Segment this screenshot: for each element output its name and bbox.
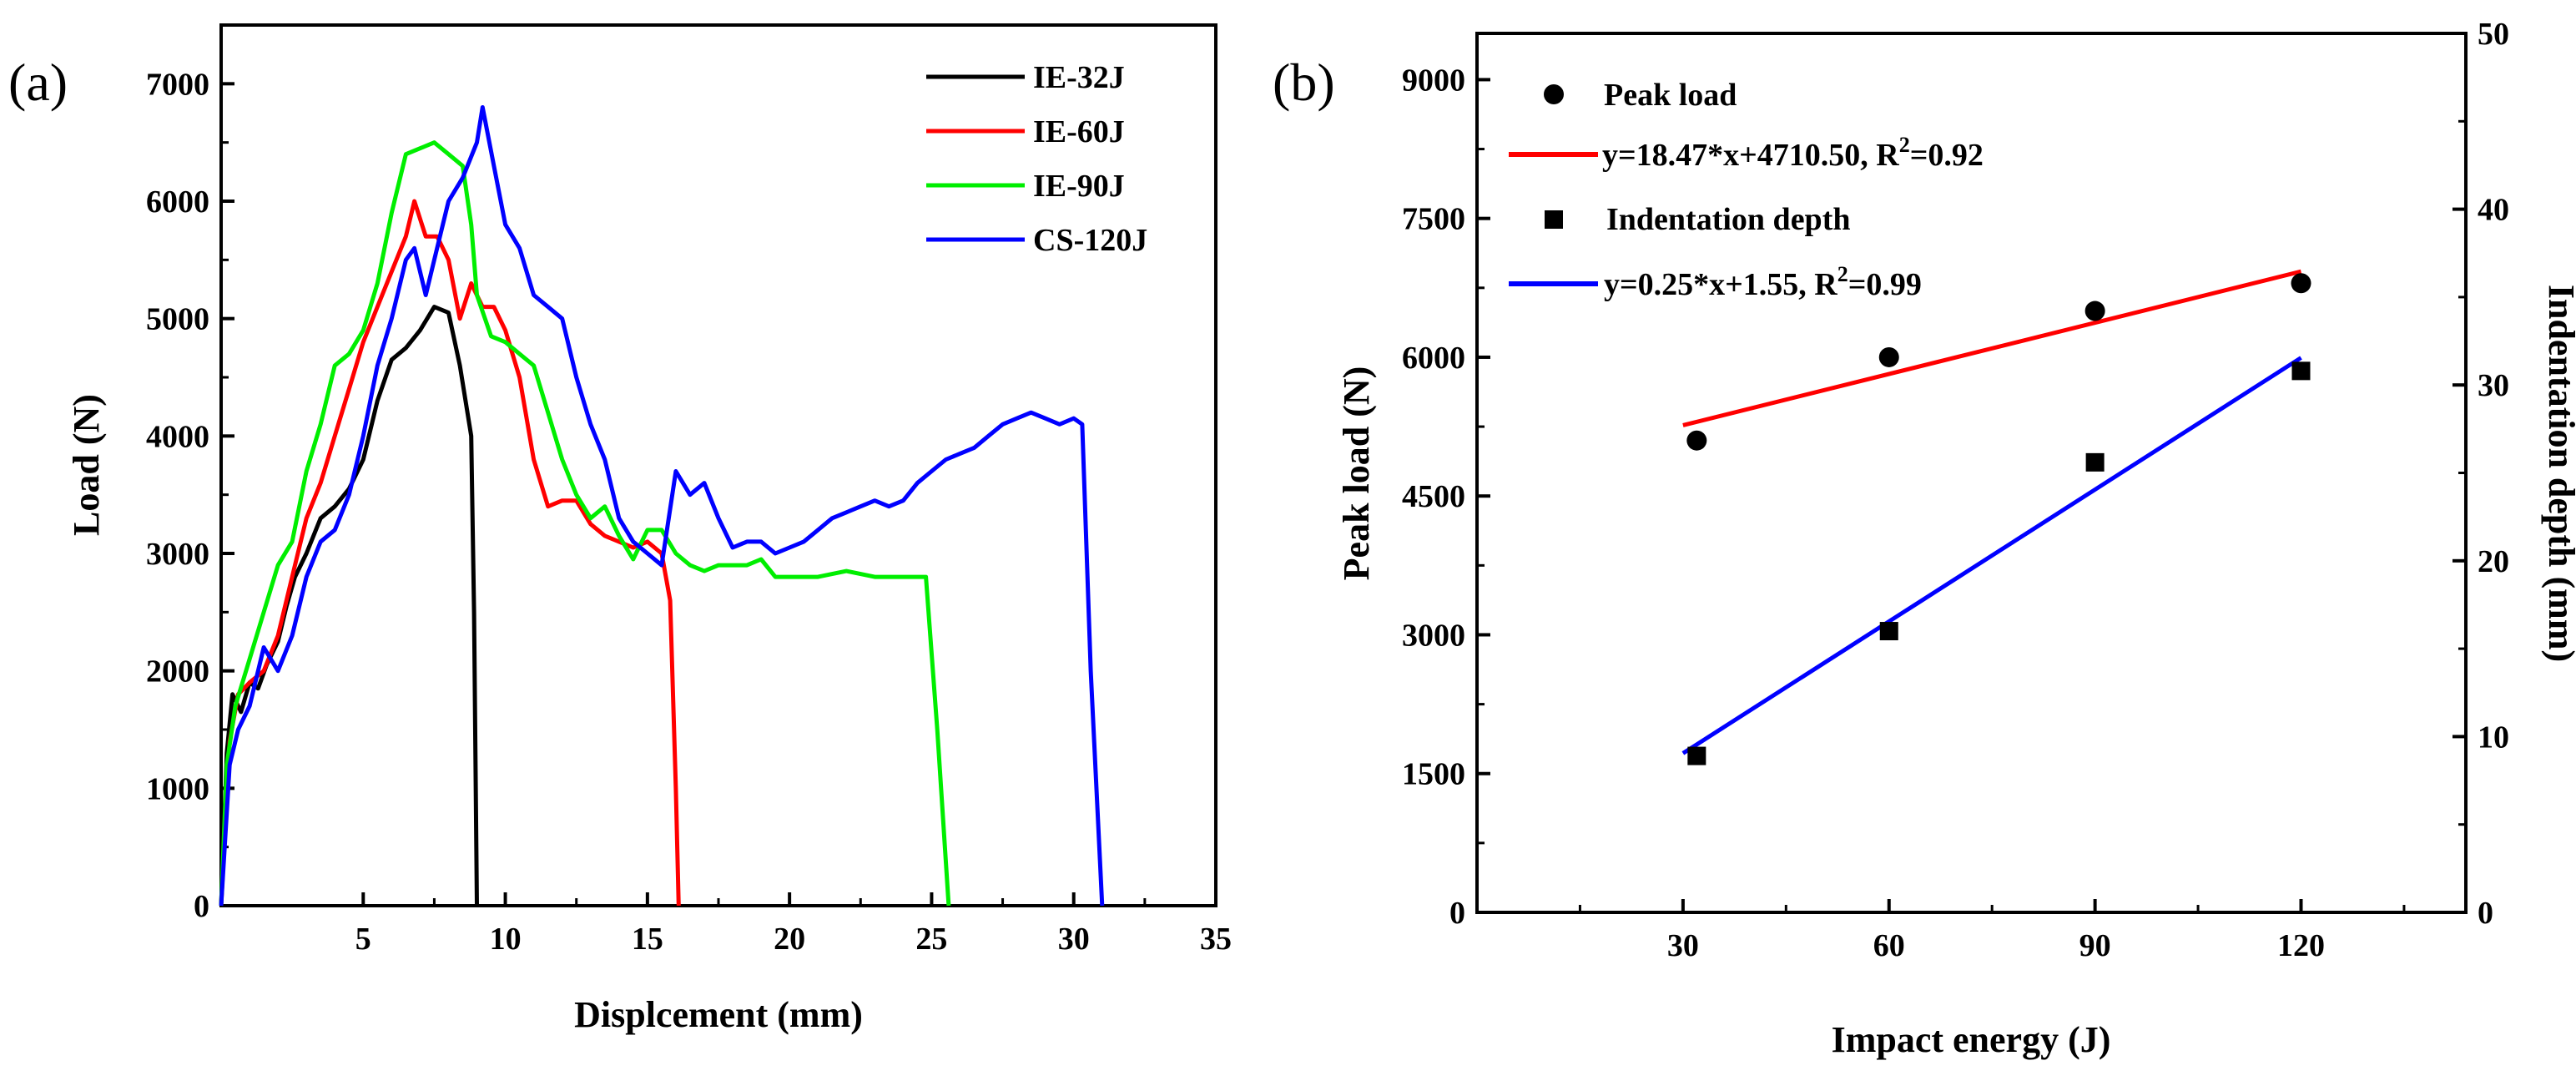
point-indentation-depth (2291, 361, 2311, 381)
panel-b-ticks: 30 60 90 120 0 1500 3000 4500 6000 7500 9000 0 10 20 3… (1402, 17, 2509, 963)
b-y-tick-label: 3000 (1402, 618, 1465, 653)
fit-line-peak-load (1682, 269, 2302, 427)
a-x-tick-label: 10 (490, 922, 522, 957)
panel-a-ticks: 5 10 15 20 25 30 35 0 1000 2000 3000 4000 5000 6000 70… (146, 67, 1232, 957)
a-x-tick-label: 25 (915, 922, 947, 957)
b-y2-tick-label: 0 (2478, 896, 2493, 931)
b-y-tick-label: 0 (1449, 896, 1465, 931)
legend-label-fit-peak-load: y=18.47*x+4710.50, R2=0.92 (1602, 133, 1984, 173)
b-y2-tick-label: 40 (2478, 193, 2509, 228)
b-y2-tick-label: 10 (2478, 720, 2509, 755)
fit-peak-load-r2: =0.92 (1910, 138, 1984, 173)
a-y-tick-label: 6000 (146, 184, 209, 220)
panel-b-series-group (1681, 269, 2311, 765)
legend-label-fit-indentation: y=0.25*x+1.55, R2=0.99 (1604, 262, 1922, 302)
point-peak-load (2084, 301, 2105, 321)
a-y-tick-label: 4000 (146, 419, 209, 454)
fit-peak-load-text: y=18.47*x+4710.50, R (1602, 138, 1899, 173)
fit-peak-load-exp: 2 (1899, 133, 1910, 157)
point-peak-load (1878, 346, 1899, 367)
b-x-tick-label: 60 (1873, 928, 1905, 963)
b-y-tick-label: 6000 (1402, 341, 1465, 376)
panel-a-x-axis-label: Displcement (mm) (574, 994, 863, 1035)
b-x-tick-label: 90 (2079, 928, 2111, 963)
legend-label-cs-120j: CS-120J (1033, 223, 1147, 258)
panel-b-y-axis-label: Peak load (N) (1336, 366, 1377, 581)
panel-b-x-axis-label: Impact energy (J) (1832, 1019, 2111, 1060)
a-x-tick-label: 15 (632, 922, 663, 957)
panel-a: (a) 5 10 15 20 25 30 35 0 1000 2000 3000 4000 5000 60… (8, 23, 1232, 1035)
a-x-tick-label: 5 (355, 922, 371, 957)
legend-label-indentation-depth: Indentation depth (1606, 202, 1850, 237)
b-y-tick-label: 4500 (1402, 479, 1465, 514)
fit-indentation-exp: 2 (1837, 262, 1848, 286)
legend-marker-peak-load (1544, 84, 1564, 104)
a-y-tick-label: 1000 (146, 771, 209, 806)
panel-b-y2-axis-label: Indentation depth (mm) (2541, 285, 2576, 662)
panel-a-label: (a) (8, 53, 68, 112)
fit-indentation-r2: =0.99 (1848, 267, 1922, 302)
b-x-tick-label: 30 (1667, 928, 1699, 963)
a-y-tick-label: 2000 (146, 654, 209, 690)
panel-a-plot-frame (219, 23, 1217, 907)
a-y-tick-label: 7000 (146, 67, 209, 102)
a-y-tick-label: 0 (194, 889, 209, 924)
a-x-tick-label: 30 (1058, 922, 1090, 957)
panel-a-y-axis-label: Load (N) (66, 394, 107, 536)
point-indentation-depth (2085, 452, 2105, 472)
legend-label-ie-90j: IE-90J (1033, 169, 1125, 204)
b-y2-tick-label: 30 (2478, 368, 2509, 403)
b-x-tick-label: 120 (2277, 928, 2325, 963)
series-line-ie-60j (219, 199, 681, 907)
fit-indentation-text: y=0.25*x+1.55, R (1604, 267, 1837, 302)
panel-b-legend: Peak load y=18.47*x+4710.50, R2=0.92 Ind… (1509, 78, 1984, 302)
point-indentation-depth (1879, 622, 1898, 641)
b-y-tick-label: 7500 (1402, 202, 1465, 237)
series-line-ie-90j (219, 140, 951, 907)
panel-b: (b) 30 60 90 120 0 1500 3000 4500 6000 7500 9000 0 1… (1273, 17, 2576, 1060)
panel-a-legend: IE-32J IE-60J IE-90J CS-120J (926, 60, 1147, 258)
point-indentation-depth (1687, 746, 1706, 765)
point-peak-load (1686, 430, 1707, 451)
a-y-tick-label: 3000 (146, 537, 209, 572)
b-y-tick-label: 1500 (1402, 757, 1465, 792)
legend-marker-indentation-depth (1545, 210, 1563, 229)
b-y-tick-label: 9000 (1402, 63, 1465, 98)
series-line-cs-120j (219, 105, 1105, 907)
fit-line-indentation-depth (1681, 356, 2302, 755)
a-x-tick-label: 35 (1200, 922, 1232, 957)
a-x-tick-label: 20 (774, 922, 805, 957)
point-peak-load (2291, 273, 2311, 294)
legend-label-ie-32j: IE-32J (1033, 60, 1125, 95)
series-line-ie-32j (219, 305, 479, 907)
legend-label-peak-load: Peak load (1604, 78, 1737, 113)
b-y2-tick-label: 50 (2478, 17, 2509, 52)
panel-a-series-group (219, 105, 1105, 907)
legend-label-ie-60j: IE-60J (1033, 114, 1125, 149)
a-y-tick-label: 5000 (146, 302, 209, 337)
panel-b-label: (b) (1273, 53, 1335, 112)
b-y2-tick-label: 20 (2478, 544, 2509, 579)
